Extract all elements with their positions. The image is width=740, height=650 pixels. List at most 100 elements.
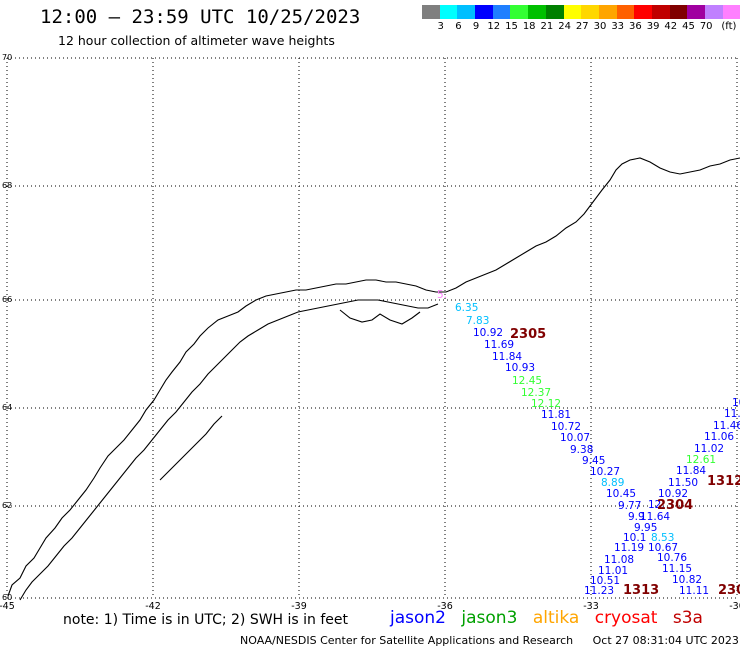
wave-height-label: 7.83 <box>466 315 489 327</box>
wave-height-label: 9.38 <box>570 444 593 456</box>
wave-height-label: 11.19 <box>614 542 644 554</box>
legend-swatch <box>705 5 723 19</box>
longitude-label: -39 <box>291 601 307 612</box>
wave-height-label: 11.50 <box>668 477 698 489</box>
legend-label: 27 <box>575 21 589 32</box>
wave-height-label: 11.46 <box>713 420 740 432</box>
longitude-label: -42 <box>145 601 161 612</box>
legend-swatch <box>475 5 493 19</box>
legend-label: 15 <box>505 21 518 32</box>
wave-height-label: 10.76 <box>657 552 687 564</box>
legend-label: 39 <box>646 21 660 32</box>
wave-height-label: 5. <box>437 289 447 301</box>
legend-label: 45 <box>682 21 695 32</box>
wave-height-label: 11.84 <box>676 465 706 477</box>
wave-height-label: 10.82 <box>672 574 702 586</box>
legend-swatches <box>422 5 740 19</box>
wave-height-label: 6.35 <box>455 302 478 314</box>
legend-swatch <box>492 5 511 19</box>
legend-label: 9 <box>472 21 480 32</box>
latitude-label: 68 <box>2 181 12 190</box>
longitude-label: -45 <box>0 601 15 612</box>
legend-swatch <box>581 5 599 19</box>
legend-swatch <box>457 5 476 19</box>
pass-time-label: 1312 <box>707 474 740 489</box>
longitude-label: -36 <box>437 601 453 612</box>
credit-text: NOAA/NESDIS Center for Satellite Applica… <box>240 634 574 647</box>
latitude-label: 60 <box>2 593 12 602</box>
legend-label: 36 <box>629 21 642 32</box>
wave-height-label: 10 <box>732 397 740 409</box>
legend-swatch <box>687 5 705 19</box>
wave-height-label: 11.06 <box>704 431 734 443</box>
legend-label: 24 <box>558 21 571 32</box>
legend-label: 18 <box>522 21 536 32</box>
legend-swatch <box>528 5 546 19</box>
axis-labels: 60 62 64 66 68 70 -45 -42 -39 -36 -33 -30 <box>0 53 740 612</box>
longitude-label: -33 <box>583 601 599 612</box>
latitude-label: 64 <box>2 403 12 412</box>
wave-height-label: 12. <box>648 499 665 511</box>
wave-height-label: 12.45 <box>512 375 542 387</box>
satellite-altika: altika <box>532 608 580 628</box>
wave-height-label: 9.45 <box>582 455 605 467</box>
wave-height-label: 11.5 <box>724 408 740 420</box>
satellite-jason2: jason2 <box>390 608 446 628</box>
legend-labels: 3 6 9 12 15 18 21 24 27 30 33 36 39 42 45 70 (ft) <box>422 19 740 33</box>
wave-height-label: 12.37 <box>521 387 551 399</box>
wave-height-label: 11.08 <box>604 554 634 566</box>
wave-height-label: 8.53 <box>651 532 674 544</box>
legend-swatch <box>439 5 458 19</box>
wave-height-label: 11.81 <box>541 409 571 421</box>
wave-height-label: 10.07 <box>560 432 590 444</box>
legend-label: 42 <box>664 21 678 32</box>
wave-height-label: 11.15 <box>662 563 692 575</box>
wave-height-label: 10.27 <box>590 466 620 478</box>
latitude-label: 62 <box>2 501 12 510</box>
wave-height-label: 9.77 <box>618 500 641 512</box>
pass-time-label: 2305 <box>510 327 546 342</box>
timestamp: Oct 27 08:31:04 UTC 2023 <box>592 634 739 647</box>
wave-height-label: 11.64 <box>640 511 670 523</box>
legend-swatch <box>545 5 564 19</box>
wave-height-label: 11.84 <box>492 351 522 363</box>
wave-height-label: 10.92 <box>473 327 503 339</box>
wave-height-label: 11.02 <box>694 443 724 455</box>
legend-label: 12 <box>487 21 501 32</box>
legend-label: 30 <box>593 21 607 32</box>
wave-height-label: 10.93 <box>505 362 535 374</box>
legend-swatch <box>510 5 529 19</box>
wave-height-label: 9.9 <box>628 511 645 523</box>
wave-height-observations: 6.357.8310.9211.6911.8410.9312.4512.3712… <box>437 289 740 597</box>
legend-swatch <box>598 5 617 19</box>
legend-swatch <box>669 5 688 19</box>
wave-height-label: 12.61 <box>686 454 716 466</box>
page-subtitle: 12 hour collection of altimeter wave hei… <box>58 33 335 48</box>
wave-height-label: 11.11 <box>679 585 709 597</box>
footer-note: note: 1) Time is in UTC; 2) SWH is in fe… <box>63 612 349 628</box>
pass-time-label: 230 <box>718 583 740 598</box>
legend-swatch <box>422 5 440 19</box>
wave-height-label: 10.51 <box>590 575 620 587</box>
wave-height-label: 12.12 <box>531 398 561 410</box>
satellite-jason3: jason3 <box>461 608 518 628</box>
satellite-s3a: s3a <box>672 608 703 628</box>
legend-swatch <box>722 5 740 19</box>
legend-swatch <box>651 5 670 19</box>
legend-unit: (ft) <box>721 21 737 32</box>
longitude-label: -30 <box>729 601 740 612</box>
wave-height-label: 10.45 <box>606 488 636 500</box>
wave-height-label: 11.01 <box>598 565 628 577</box>
wave-height-label: 10.72 <box>551 421 581 433</box>
wave-height-label: 10.1 <box>623 532 646 544</box>
satellite-legend: jason2 jason3 altika cryosat s3a <box>390 608 713 628</box>
legend-label: 21 <box>540 21 554 32</box>
latitude-label: 66 <box>2 295 12 304</box>
wave-height-label: 10.92 <box>658 488 688 500</box>
legend-label: 70 <box>699 21 713 32</box>
legend-swatch <box>634 5 652 19</box>
credit-line: NOAA/NESDIS Center for Satellite Applica… <box>240 634 740 647</box>
legend-swatch <box>563 5 582 19</box>
wave-height-label: 8.89 <box>601 477 624 489</box>
